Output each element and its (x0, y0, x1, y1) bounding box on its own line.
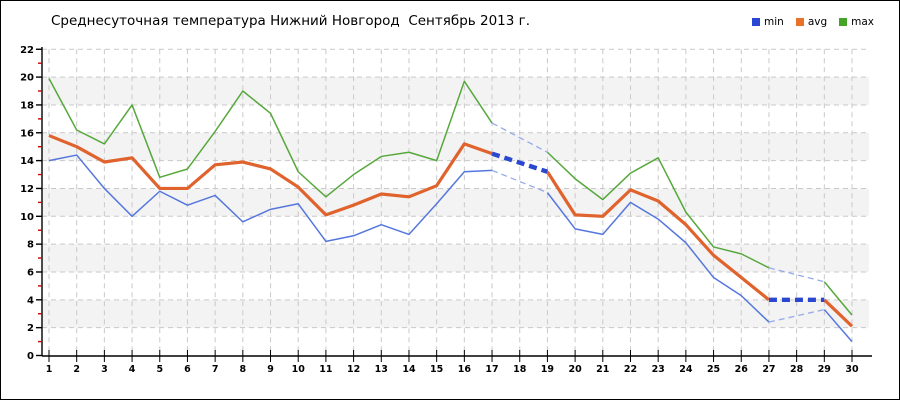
max-series-swatch (839, 18, 848, 26)
y-tick-label: 16 (20, 128, 34, 139)
x-tick-label: 3 (101, 364, 108, 375)
y-tick-label: 6 (27, 267, 34, 278)
x-tick-label: 2 (73, 364, 80, 375)
avg-series-line (823, 298, 854, 328)
y-tick-label: 2 (27, 323, 34, 334)
legend-item-min: min (752, 16, 784, 28)
avg-series-line (48, 134, 493, 217)
min-series-line (823, 309, 853, 343)
max-series-line (546, 151, 770, 269)
x-tick-label: 30 (845, 364, 859, 375)
avg-series-line (546, 170, 770, 302)
x-tick-label: 12 (347, 364, 360, 375)
x-tick-label: 27 (762, 364, 775, 375)
max-series-line (823, 281, 853, 316)
plot-band (42, 77, 869, 105)
max-series-dashed-gap (491, 122, 548, 153)
plot-band (42, 188, 869, 217)
y-tick-label: 18 (20, 100, 34, 111)
x-tick-label: 9 (267, 364, 274, 375)
x-tick-label: 17 (485, 364, 498, 375)
legend-item-max: max (839, 16, 874, 28)
x-tick-label: 4 (129, 364, 136, 375)
x-tick-label: 8 (240, 364, 247, 375)
plot-band (42, 299, 869, 328)
x-tick-label: 20 (568, 364, 582, 375)
x-tick-label: 7 (212, 364, 219, 375)
avg-series-label: avg (807, 16, 828, 28)
min-series-line (546, 192, 770, 323)
x-tick-label: 14 (402, 364, 416, 375)
x-tick-label: 25 (707, 364, 720, 375)
min-series-label: min (764, 16, 784, 28)
x-tick-label: 11 (319, 364, 332, 375)
x-tick-label: 15 (430, 364, 443, 375)
x-tick-label: 19 (541, 364, 554, 375)
chart-legend: min avg max (752, 16, 874, 28)
plot-band (42, 244, 869, 272)
x-tick-label: 26 (735, 364, 749, 375)
x-tick-label: 5 (156, 364, 163, 375)
x-tick-label: 16 (458, 364, 472, 375)
y-tick-label: 8 (27, 240, 34, 251)
x-tick-label: 10 (292, 364, 306, 375)
x-tick-label: 22 (624, 364, 637, 375)
y-tick-label: 20 (20, 73, 34, 84)
chart-title: Среднесуточная температура Нижний Новгор… (51, 13, 531, 29)
y-tick-label: 0 (27, 351, 34, 362)
y-tick-label: 10 (20, 212, 34, 223)
x-tick-label: 6 (184, 364, 191, 375)
min-series-swatch (752, 18, 760, 26)
y-tick-label: 22 (20, 45, 34, 56)
avg-series-dashed-gap (491, 151, 549, 174)
x-tick-label: 29 (818, 364, 831, 375)
x-tick-label: 1 (46, 364, 53, 375)
max-series-line (48, 78, 493, 198)
y-tick-label: 12 (20, 184, 34, 195)
y-tick-label: 4 (27, 295, 34, 306)
y-tick-label: 14 (20, 156, 34, 167)
avg-series-swatch (795, 18, 804, 26)
max-series-label: max (851, 16, 875, 28)
legend-item-avg: avg (795, 16, 828, 28)
min-series-line (48, 154, 493, 243)
x-tick-label: 13 (375, 364, 388, 375)
x-tick-label: 24 (679, 364, 693, 375)
x-tick-label: 18 (513, 364, 527, 375)
x-tick-label: 28 (790, 364, 804, 375)
x-tick-label: 21 (596, 364, 609, 375)
x-tick-label: 23 (652, 364, 665, 375)
